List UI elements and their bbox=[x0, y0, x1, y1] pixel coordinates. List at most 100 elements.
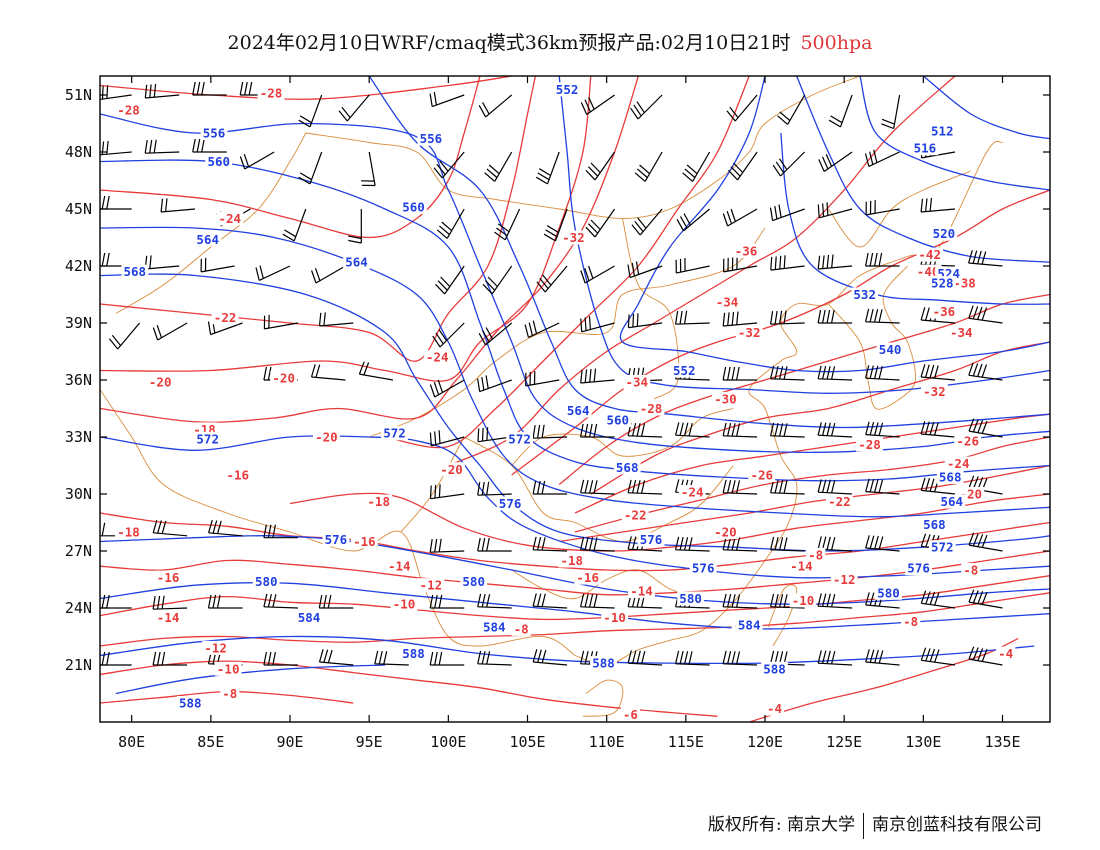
wind-barb bbox=[580, 423, 615, 438]
wind-barb bbox=[770, 536, 805, 552]
wind-barb bbox=[881, 94, 901, 130]
wind-barb bbox=[722, 208, 758, 227]
temperature-label: -32 bbox=[735, 325, 763, 340]
svg-text:556: 556 bbox=[203, 126, 226, 141]
wind-barb bbox=[722, 650, 758, 666]
lat-tick-label: 36N bbox=[65, 371, 92, 389]
svg-text:-20: -20 bbox=[315, 430, 338, 445]
wind-barb bbox=[675, 536, 710, 552]
wind-barb bbox=[152, 519, 188, 537]
wind-barb bbox=[100, 140, 132, 156]
svg-text:576: 576 bbox=[692, 561, 715, 576]
border-line bbox=[767, 584, 798, 647]
wind-barb bbox=[318, 649, 354, 666]
height-label: 576 bbox=[496, 496, 524, 511]
svg-text:584: 584 bbox=[483, 620, 506, 635]
wind-barb bbox=[477, 537, 512, 552]
temperature-label: -22 bbox=[826, 494, 853, 509]
wind-barb bbox=[282, 208, 307, 242]
border-line bbox=[115, 132, 307, 314]
svg-text:-14: -14 bbox=[630, 583, 653, 598]
svg-text:520: 520 bbox=[933, 226, 956, 241]
wind-barb bbox=[100, 195, 132, 210]
temperature-label: -18 bbox=[115, 525, 142, 540]
wind-barb bbox=[318, 594, 354, 609]
wind-barb bbox=[361, 151, 376, 187]
svg-text:-42: -42 bbox=[918, 247, 941, 262]
temperature-label: -20 bbox=[313, 430, 340, 445]
svg-text:572: 572 bbox=[383, 426, 406, 441]
lat-tick-label: 39N bbox=[65, 314, 92, 332]
height-label: 588 bbox=[761, 661, 788, 676]
lon-tick-label: 115E bbox=[668, 733, 704, 751]
wind-barb bbox=[968, 589, 1003, 609]
svg-text:-24: -24 bbox=[426, 350, 449, 365]
svg-text:-8: -8 bbox=[963, 563, 978, 578]
wind-barb bbox=[263, 593, 298, 609]
temperature-label: -26 bbox=[954, 433, 982, 448]
height-label: 552 bbox=[553, 82, 581, 97]
wind-barb bbox=[580, 536, 615, 552]
svg-text:-10: -10 bbox=[217, 661, 240, 676]
wind-barb bbox=[770, 310, 805, 325]
lat-tick-label: 33N bbox=[65, 428, 92, 446]
wind-barb bbox=[263, 651, 298, 666]
height-contour bbox=[368, 76, 1050, 429]
wind-barb bbox=[532, 424, 568, 439]
svg-text:580: 580 bbox=[679, 591, 702, 606]
height-label: 556 bbox=[200, 126, 228, 141]
svg-text:-24: -24 bbox=[219, 211, 242, 226]
lon-tick-label: 135E bbox=[984, 733, 1020, 751]
lat-tick-label: 45N bbox=[65, 200, 92, 218]
wind-barb bbox=[817, 479, 853, 495]
height-contour bbox=[100, 635, 1035, 665]
wind-barb bbox=[676, 208, 710, 232]
temperature-contour bbox=[100, 76, 537, 362]
temperature-label: -20 bbox=[146, 374, 174, 389]
wind-barb bbox=[525, 371, 560, 387]
svg-text:-28: -28 bbox=[640, 401, 663, 416]
temperature-label: -4 bbox=[764, 701, 785, 716]
svg-text:584: 584 bbox=[298, 610, 321, 625]
height-label: 588 bbox=[400, 646, 427, 661]
copyright-owner: 版权所有: 南京大学 bbox=[707, 815, 855, 835]
wind-barb bbox=[580, 316, 615, 333]
svg-text:-24: -24 bbox=[681, 485, 704, 500]
wind-barb bbox=[968, 532, 1003, 552]
wind-barb bbox=[298, 151, 323, 185]
wind-barb bbox=[817, 650, 853, 666]
wind-barb bbox=[144, 139, 180, 154]
height-label: 564 bbox=[343, 255, 370, 270]
svg-text:552: 552 bbox=[673, 363, 696, 378]
wind-barb bbox=[920, 421, 956, 438]
height-contour bbox=[115, 664, 386, 695]
wind-barb bbox=[627, 261, 663, 279]
height-contour bbox=[100, 159, 1050, 482]
svg-text:588: 588 bbox=[402, 646, 425, 661]
height-contour bbox=[100, 435, 1050, 579]
wind-barb bbox=[817, 593, 853, 609]
svg-text:-4: -4 bbox=[998, 646, 1013, 661]
wind-barb bbox=[494, 208, 521, 241]
wind-barb bbox=[770, 422, 805, 438]
wind-barb bbox=[429, 651, 465, 666]
height-contour bbox=[796, 76, 1050, 263]
wind-barb bbox=[920, 647, 956, 666]
svg-text:560: 560 bbox=[208, 154, 231, 169]
wind-barb bbox=[722, 422, 758, 438]
svg-text:-16: -16 bbox=[227, 468, 250, 483]
wind-barb bbox=[864, 149, 900, 167]
svg-text:576: 576 bbox=[907, 561, 930, 576]
temperature-contour bbox=[100, 575, 1050, 621]
height-label: 588 bbox=[590, 656, 617, 671]
height-label: 564 bbox=[564, 403, 592, 418]
height-label: 564 bbox=[938, 494, 966, 509]
svg-text:-32: -32 bbox=[562, 230, 585, 245]
svg-text:-40: -40 bbox=[917, 264, 940, 279]
wind-barb bbox=[108, 322, 141, 350]
svg-text:564: 564 bbox=[941, 494, 964, 509]
wind-barb bbox=[675, 310, 710, 325]
height-label: 572 bbox=[194, 431, 222, 446]
wind-barb bbox=[865, 535, 900, 552]
svg-text:-10: -10 bbox=[393, 597, 416, 612]
